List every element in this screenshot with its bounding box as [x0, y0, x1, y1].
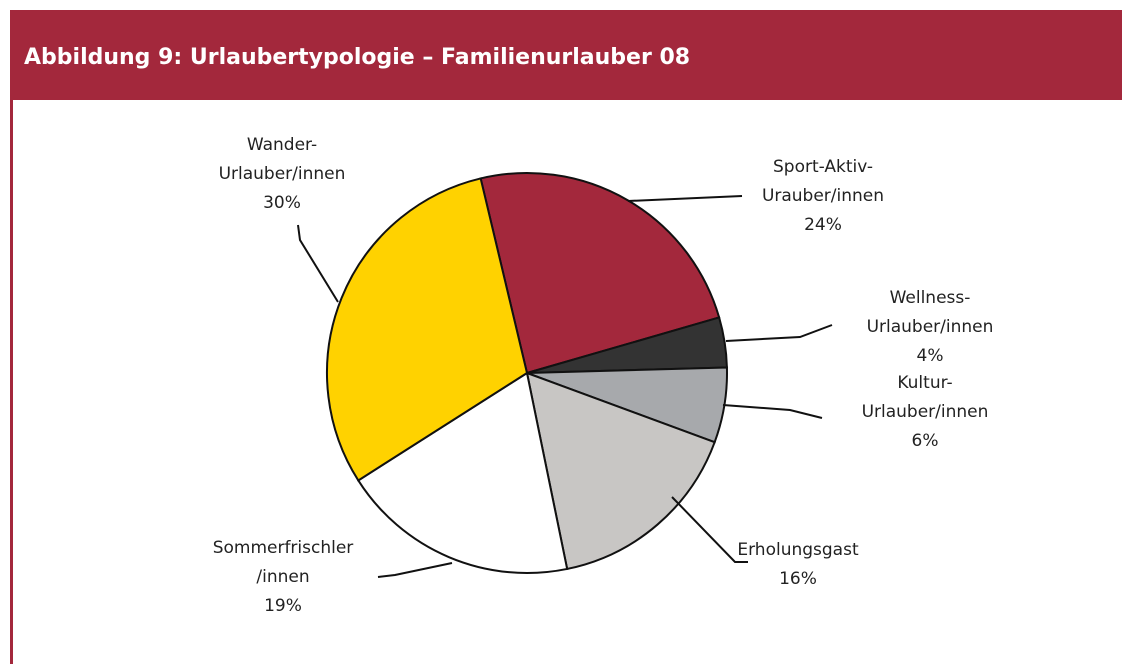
slice-label: /innen	[256, 567, 309, 587]
slice-label: Kultur-	[897, 373, 952, 393]
slice-label: Sport-Aktiv-	[773, 157, 873, 177]
slice-label: Wellness-	[890, 288, 971, 308]
pie-slice	[525, 371, 716, 571]
leader-line	[627, 195, 743, 202]
pie-slice	[356, 371, 569, 574]
leader-line	[377, 562, 453, 578]
leader-line	[725, 324, 833, 342]
value-label: 30%	[263, 193, 301, 213]
pie-slice	[479, 172, 721, 375]
leader-line	[297, 224, 339, 303]
pie-slice	[326, 177, 529, 482]
slice-label: Wander-	[247, 135, 317, 155]
slice-label: Urlauber/innen	[867, 317, 994, 337]
slice-label: Erholungsgast	[737, 540, 859, 560]
header-band	[10, 10, 1122, 100]
slice-label: Sommerfrischler	[213, 538, 354, 558]
value-label: 16%	[779, 569, 817, 589]
slice-label: Urlauber/innen	[862, 402, 989, 422]
leader-line	[671, 496, 748, 563]
slice-label: Urauber/innen	[762, 186, 884, 206]
slice-label: Urlauber/innen	[219, 164, 346, 184]
value-label: 19%	[264, 596, 302, 616]
value-label: 4%	[917, 346, 944, 366]
value-label: 24%	[804, 215, 842, 235]
chart-title: Abbildung 9: Urlaubertypologie – Familie…	[24, 45, 690, 70]
leader-line	[722, 404, 823, 419]
value-label: 6%	[912, 431, 939, 451]
left-border	[10, 100, 13, 664]
